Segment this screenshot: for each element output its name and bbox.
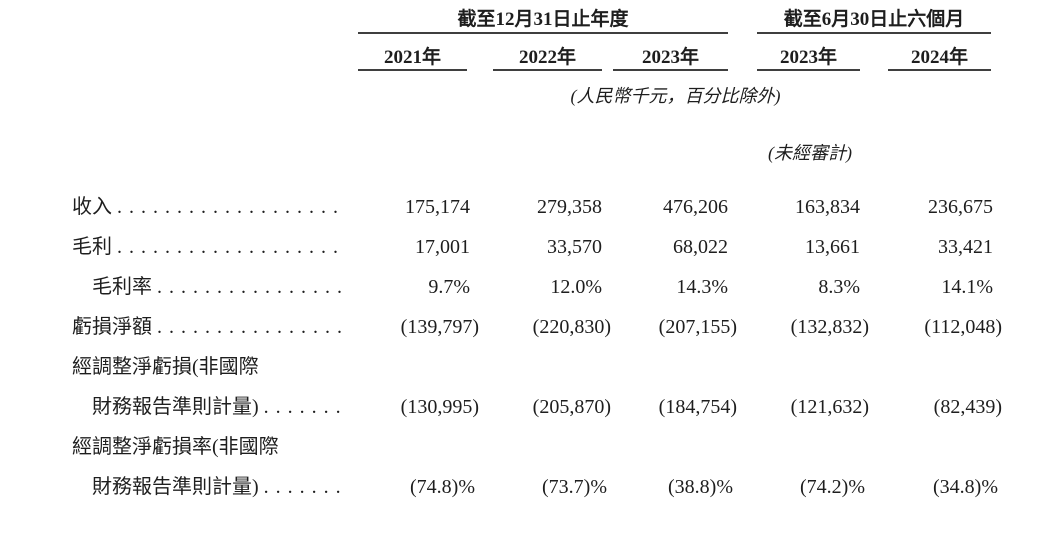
value-cell-2022: (73.7)%	[542, 476, 607, 498]
dot-leader: ........................................	[263, 396, 345, 418]
col-underline-2023	[613, 69, 728, 71]
column-header-2022: 2022年	[518, 47, 576, 68]
value-cell-2023-h1: 13,661	[805, 236, 860, 258]
value-cell-2021: (130,995)	[400, 396, 479, 418]
value-cell-2023-h1: 8.3%	[818, 276, 860, 298]
row-label: 財務報告準則計量)	[92, 396, 259, 418]
value-cell-2021: 175,174	[405, 196, 470, 218]
dot-leader: ........................................	[157, 276, 345, 298]
value-cell-2022: 33,570	[547, 236, 602, 258]
value-cell-2024-h1: 236,675	[928, 196, 993, 218]
value-cell-2023: (38.8)%	[668, 476, 733, 498]
value-cell-2023: 476,206	[663, 196, 728, 218]
row-label: 經調整淨虧損率(非國際	[72, 436, 279, 458]
value-cell-2022: 12.0%	[550, 276, 602, 298]
table-row: 經調整淨虧損(非國際	[0, 350, 1051, 379]
currency-unit-note: (人民幣千元，百分比除外)	[570, 86, 781, 106]
column-group-annual: 截至12月31日止年度	[457, 9, 629, 30]
table-row: 財務報告準則計量) ..............................…	[0, 390, 1051, 419]
column-header-2024-h1: 2024年	[910, 47, 968, 68]
column-header-2023-h1: 2023年	[779, 47, 837, 68]
table-row: 收入 .....................................…	[0, 190, 1051, 219]
row-label-cell: 毛利 .....................................…	[72, 230, 345, 259]
table-row: 毛利 .....................................…	[0, 230, 1051, 259]
row-label: 毛利率	[92, 276, 152, 298]
value-cell-2024-h1: 33,421	[938, 236, 993, 258]
row-label: 財務報告準則計量)	[92, 476, 259, 498]
row-label: 經調整淨虧損(非國際	[72, 356, 259, 378]
value-cell-2023: 68,022	[673, 236, 728, 258]
value-cell-2024-h1: (112,048)	[924, 316, 1002, 338]
row-label-cell: 虧損淨額 ...................................…	[72, 310, 345, 339]
group-annual-underline	[358, 32, 728, 34]
value-cell-2021: (139,797)	[400, 316, 479, 338]
column-header-2021: 2021年	[383, 47, 441, 68]
col-underline-2022	[493, 69, 602, 71]
table-row: 財務報告準則計量) ..............................…	[0, 470, 1051, 499]
value-cell-2021: 9.7%	[428, 276, 470, 298]
dot-leader: ........................................	[157, 316, 345, 338]
dot-leader: ........................................	[263, 476, 345, 498]
table-row: 虧損淨額 ...................................…	[0, 310, 1051, 339]
unaudited-note: (未經審計)	[768, 143, 852, 163]
group-interim-underline	[757, 32, 991, 34]
value-cell-2022: (220,830)	[532, 316, 611, 338]
value-cell-2023-h1: (132,832)	[790, 316, 869, 338]
row-label: 毛利	[72, 236, 112, 258]
row-label: 虧損淨額	[72, 316, 152, 338]
value-cell-2023-h1: (121,632)	[790, 396, 869, 418]
value-cell-2023-h1: (74.2)%	[800, 476, 865, 498]
value-cell-2024-h1: (82,439)	[933, 396, 1002, 418]
row-label-cell: 財務報告準則計量) ..............................…	[92, 470, 345, 499]
column-group-interim: 截至6月30日止六個月	[783, 9, 965, 30]
table-row: 毛利率 ....................................…	[0, 270, 1051, 299]
table-row: 經調整淨虧損率(非國際	[0, 430, 1051, 459]
row-label-cell: 經調整淨虧損(非國際	[72, 350, 345, 379]
dot-leader: ........................................	[117, 236, 345, 258]
value-cell-2024-h1: (34.8)%	[933, 476, 998, 498]
col-underline-2023-h1	[757, 69, 860, 71]
row-label-cell: 收入 .....................................…	[72, 190, 345, 219]
value-cell-2021: 17,001	[415, 236, 470, 258]
value-cell-2024-h1: 14.1%	[941, 276, 993, 298]
value-cell-2022: 279,358	[537, 196, 602, 218]
value-cell-2023: (184,754)	[658, 396, 737, 418]
row-label-cell: 毛利率 ....................................…	[92, 270, 345, 299]
col-underline-2024-h1	[888, 69, 991, 71]
value-cell-2023-h1: 163,834	[795, 196, 860, 218]
column-header-2023: 2023年	[641, 47, 699, 68]
value-cell-2021: (74.8)%	[410, 476, 475, 498]
row-label: 收入	[72, 196, 112, 218]
row-label-cell: 財務報告準則計量) ..............................…	[92, 390, 345, 419]
row-label-cell: 經調整淨虧損率(非國際	[72, 430, 345, 459]
dot-leader: ........................................	[117, 196, 345, 218]
col-underline-2021	[358, 69, 467, 71]
value-cell-2023: 14.3%	[676, 276, 728, 298]
value-cell-2022: (205,870)	[532, 396, 611, 418]
value-cell-2023: (207,155)	[658, 316, 737, 338]
